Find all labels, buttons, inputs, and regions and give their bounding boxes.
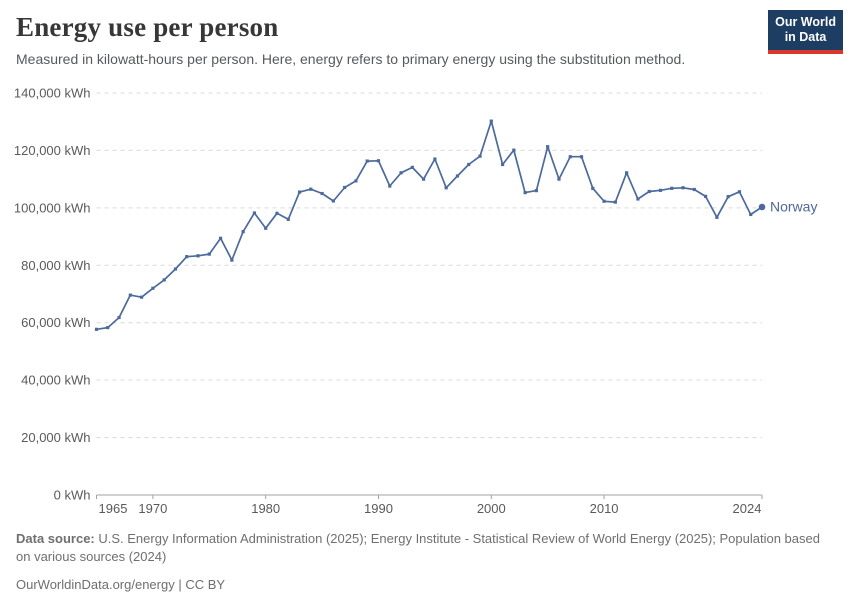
x-tick-label-2010: 2010	[590, 501, 619, 516]
data-point-1988	[354, 179, 358, 183]
data-point-1985	[320, 191, 324, 196]
data-point-1977	[230, 258, 234, 262]
chart-subtitle: Measured in kilowatt-hours per person. H…	[16, 51, 686, 67]
data-point-1993	[410, 165, 414, 169]
data-point-1974	[196, 254, 200, 258]
data-point-2004	[534, 189, 539, 193]
norway-line[interactable]	[96, 120, 763, 331]
data-point-2007	[568, 155, 572, 159]
y-tick-label-40000: 40,000 kWh	[21, 373, 90, 388]
data-point-1996	[444, 186, 448, 190]
data-point-1978	[241, 230, 245, 234]
data-source-text: U.S. Energy Information Administration (…	[16, 531, 820, 565]
data-point-2022	[737, 190, 742, 194]
data-point-1967	[117, 315, 121, 320]
x-tick-label-1970: 1970	[138, 501, 167, 516]
y-tick-label-0: 0 kWh	[54, 488, 91, 503]
data-point-1995	[433, 157, 437, 161]
data-point-2018	[692, 187, 696, 192]
data-point-1992	[399, 171, 403, 175]
data-point-2021	[726, 195, 730, 199]
data-point-2020	[715, 215, 719, 219]
data-point-1983	[297, 190, 302, 194]
data-point-1997	[455, 174, 460, 178]
data-point-2012	[625, 171, 629, 175]
y-tick-label-60000: 60,000 kWh	[21, 315, 90, 330]
page-title: Energy use per person	[16, 12, 279, 42]
data-point-1989	[365, 159, 369, 163]
x-tick-label-2000: 2000	[477, 501, 506, 516]
data-point-1998	[467, 162, 471, 167]
data-point-1973	[185, 255, 189, 259]
data-point-2003	[523, 191, 527, 195]
owid-logo-line1: Our World	[775, 15, 836, 29]
data-source-label: Data source:	[16, 531, 95, 546]
data-point-1987	[343, 185, 347, 190]
data-point-1984	[309, 187, 313, 191]
data-point-1975	[207, 252, 211, 256]
y-tick-label-140000: 140,000 kWh	[14, 86, 91, 101]
data-point-2010	[602, 199, 606, 203]
data-point-2008	[579, 155, 584, 159]
data-point-1986	[331, 199, 335, 203]
license-link[interactable]: OurWorldinData.org/energy | CC BY	[16, 576, 226, 592]
y-tick-label-100000: 100,000 kWh	[14, 200, 91, 215]
x-tick-label-1965: 1965	[99, 501, 128, 516]
data-point-1980	[264, 226, 268, 230]
y-tick-label-120000: 120,000 kWh	[14, 143, 91, 158]
norway-end-marker[interactable]	[758, 203, 766, 211]
data-point-2023	[749, 212, 753, 217]
data-point-1976	[218, 236, 223, 240]
data-point-2014	[647, 189, 651, 194]
x-tick-label-2024: 2024	[733, 501, 762, 516]
owid-logo-line2: in Data	[784, 30, 827, 45]
data-point-1981	[275, 211, 279, 215]
data-point-1972	[173, 267, 178, 271]
data-point-2019	[704, 194, 708, 198]
x-tick-label-1980: 1980	[251, 501, 280, 516]
data-point-1968	[128, 293, 132, 297]
data-point-2009	[591, 186, 595, 190]
data-point-2013	[636, 197, 640, 201]
data-point-2001	[500, 162, 505, 167]
data-point-2000	[489, 119, 493, 123]
data-point-1991	[388, 184, 392, 188]
data-point-2017	[681, 186, 685, 190]
data-point-1999	[478, 154, 482, 158]
data-source-line: Data source: U.S. Energy Information Adm…	[16, 530, 822, 567]
data-point-1994	[422, 177, 426, 181]
data-point-1990	[376, 159, 381, 163]
data-point-2016	[670, 186, 674, 190]
data-point-1965	[94, 327, 99, 331]
data-point-2002	[512, 148, 516, 152]
norway-series-label[interactable]: Norway	[770, 198, 817, 214]
data-point-2015	[658, 188, 663, 192]
y-tick-label-20000: 20,000 kWh	[21, 430, 90, 445]
data-point-1971	[162, 278, 166, 282]
x-tick-label-1990: 1990	[364, 501, 393, 516]
y-tick-label-80000: 80,000 kWh	[21, 258, 90, 273]
data-point-1966	[106, 325, 110, 330]
data-point-1982	[286, 217, 290, 221]
owid-logo: Our World in Data	[768, 10, 843, 54]
chart-footer: Data source: U.S. Energy Information Adm…	[16, 530, 822, 594]
data-point-1979	[252, 211, 257, 215]
data-point-1969	[140, 295, 144, 299]
data-point-1970	[151, 286, 155, 290]
data-point-2011	[613, 200, 617, 204]
data-point-2005	[546, 145, 550, 149]
data-point-2006	[557, 177, 561, 181]
